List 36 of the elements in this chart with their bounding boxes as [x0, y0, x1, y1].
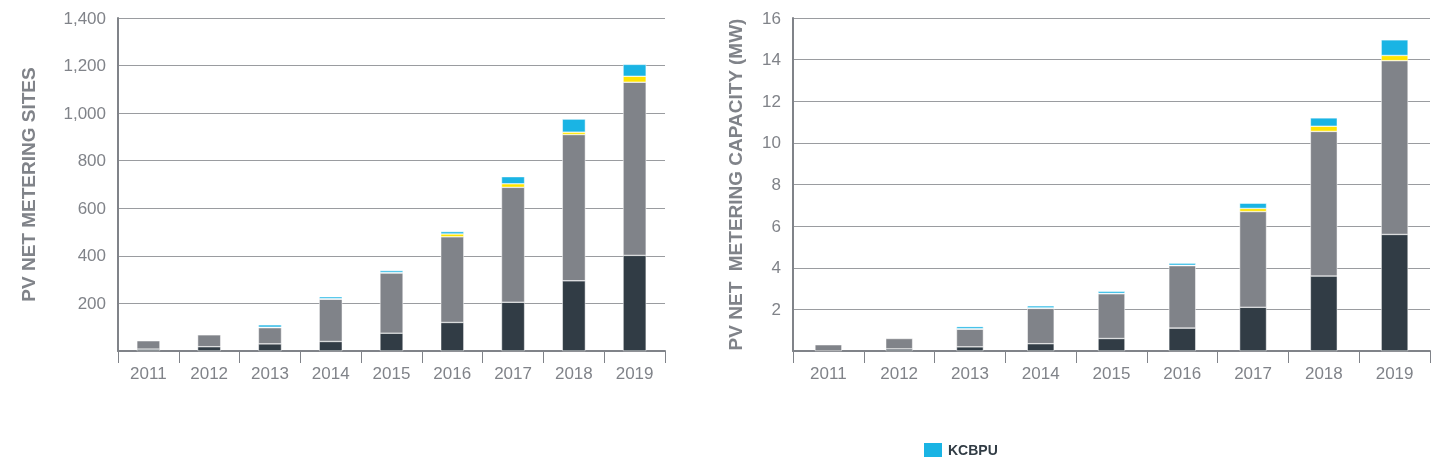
- y-tick-label: 6: [771, 216, 781, 236]
- x-tick-label: 2016: [1163, 364, 1202, 383]
- x-tick-label: 2019: [615, 364, 654, 383]
- x-tick-label: 2013: [951, 364, 989, 383]
- x-tick-label: 2012: [190, 364, 229, 383]
- legend-label: KCBPU: [948, 442, 998, 458]
- x-tick-label: 2015: [372, 364, 411, 383]
- x-tick-label: 2019: [1375, 364, 1414, 383]
- y-tick-label: 600: [77, 198, 106, 218]
- y-tick-label: 400: [77, 246, 106, 266]
- y-tick-label: 2: [771, 299, 781, 319]
- x-tick-label: 2014: [1021, 364, 1060, 383]
- x-tick-label: 2011: [130, 364, 167, 383]
- y-tick-label: 800: [77, 151, 106, 171]
- y-tick-label: 10: [762, 133, 781, 153]
- y-axis-title: PV NET METERING CAPACITY (MW): [725, 18, 746, 351]
- x-tick-label: 2016: [433, 364, 472, 383]
- y-tick-label: 8: [771, 175, 781, 194]
- y-tick-label: 14: [762, 50, 781, 70]
- x-tick-label: 2014: [311, 364, 350, 383]
- x-tick-label: 2013: [251, 364, 289, 383]
- y-tick-label: 4: [771, 258, 781, 278]
- y-tick-label: 16: [762, 8, 781, 28]
- x-tick-label: 2018: [1304, 364, 1343, 383]
- text: 1,200: [63, 56, 106, 76]
- x-tick-label: 2018: [554, 364, 593, 383]
- x-tick-label: 2017: [1234, 364, 1272, 383]
- text: 1,400: [63, 8, 106, 28]
- y-axis-title: PV NET METERING SITES: [18, 67, 39, 302]
- text: 1,000: [63, 103, 106, 123]
- x-tick-label: 2011: [810, 364, 847, 383]
- y-tick-label: 12: [762, 91, 781, 111]
- x-tick-label: 2015: [1092, 364, 1131, 383]
- x-tick-label: 2012: [880, 364, 919, 383]
- y-tick-label: 200: [77, 293, 106, 313]
- x-tick-label: 2017: [494, 364, 532, 383]
